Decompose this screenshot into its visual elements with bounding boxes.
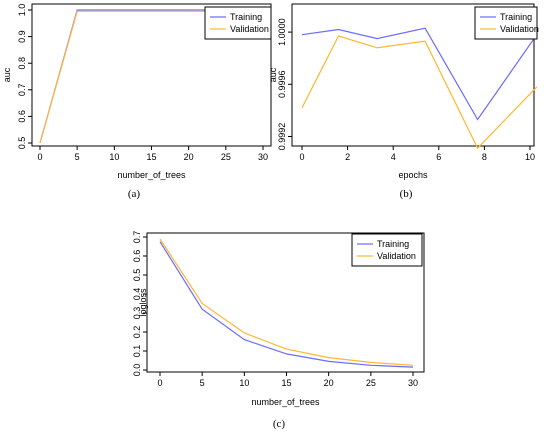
x-tick-label: 30 (408, 378, 418, 388)
x-tick-label: 2 (345, 152, 350, 162)
legend-box (351, 233, 423, 267)
legend-label-validation: Validation (500, 24, 539, 34)
x-tick-label: 6 (436, 152, 441, 162)
series-line-validation (159, 238, 414, 366)
x-tick-label: 10 (525, 152, 535, 162)
series-line-validation (301, 35, 538, 150)
plot-area-frame (146, 232, 425, 373)
x-tick-label: 15 (146, 152, 156, 162)
legend-box (204, 6, 272, 40)
x-tick-label: 0 (299, 152, 304, 162)
x-tick-label: 0 (37, 152, 42, 162)
legend-label-training: Training (377, 239, 409, 249)
y-tick-label: 0.0 (132, 364, 142, 377)
y-tick-label: 0.6 (132, 250, 142, 263)
legend-label-validation: Validation (377, 251, 416, 261)
legend-label-training: Training (230, 12, 262, 22)
x-tick-label: 5 (200, 378, 205, 388)
panel-caption: (c) (273, 418, 286, 430)
y-axis-label: auc (2, 67, 12, 82)
chart-panel-b: 0 2 4 6 8 10 0.9992 0.9996 1.0000 epochs auc Traini… (268, 3, 539, 200)
y-tick-label: 0.4 (132, 288, 142, 301)
x-tick-label: 5 (75, 152, 80, 162)
y-tick-label: 0.9996 (277, 71, 287, 99)
y-tick-label: 1.0000 (277, 18, 287, 46)
panel-caption: (b) (400, 188, 413, 200)
legend-box (474, 6, 538, 40)
y-tick-label: 0.9992 (277, 123, 287, 151)
y-tick-label: 0.7 (132, 231, 142, 244)
y-tick-label: 0.6 (17, 110, 27, 123)
x-tick-label: 10 (239, 378, 249, 388)
series-line-training (159, 241, 414, 368)
x-tick-label: 0 (157, 378, 162, 388)
chart-panel-c: 0 5 10 15 20 25 30 0.0 0.1 0.2 0.3 0.4 0.5 0.6 0.7 numb… (132, 231, 425, 430)
y-tick-label: 0.5 (132, 269, 142, 282)
panel-caption: (a) (128, 188, 141, 200)
plot-area-frame (291, 3, 535, 147)
x-axis-label: epochs (398, 170, 428, 180)
x-tick-label: 30 (258, 152, 268, 162)
y-tick-label: 0.5 (17, 137, 27, 150)
x-tick-label: 25 (366, 378, 376, 388)
y-tick-label: 0.8 (17, 57, 27, 70)
y-tick-label: 0.7 (17, 84, 27, 97)
x-axis-label: number_of_trees (251, 397, 320, 407)
y-tick-label: 0.1 (132, 345, 142, 358)
x-tick-label: 25 (221, 152, 231, 162)
y-axis-label: auc (268, 67, 278, 82)
x-tick-label: 4 (391, 152, 396, 162)
x-tick-label: 20 (324, 378, 334, 388)
y-tick-label: 0.3 (132, 307, 142, 320)
series-line-training (301, 27, 538, 121)
x-tick-label: 15 (281, 378, 291, 388)
chart-panel-a: 0 5 10 15 20 25 30 0.5 0.6 0.7 0.8 0.9 1.0 number_of_… (2, 3, 272, 200)
legend-label-validation: Validation (230, 24, 269, 34)
x-tick-label: 20 (184, 152, 194, 162)
y-axis-label: logloss (138, 288, 148, 317)
y-tick-label: 0.9 (17, 30, 27, 43)
y-tick-label: 0.2 (132, 326, 142, 339)
legend-label-training: Training (500, 12, 532, 22)
x-tick-label: 8 (482, 152, 487, 162)
y-tick-label: 1.0 (17, 4, 27, 17)
x-axis-label: number_of_trees (117, 170, 186, 180)
x-tick-label: 10 (109, 152, 119, 162)
